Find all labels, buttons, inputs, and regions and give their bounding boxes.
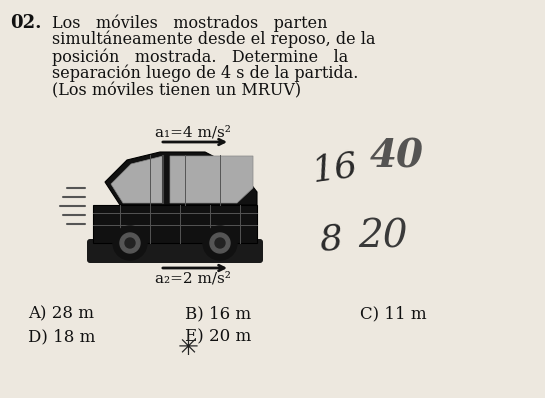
Text: E) 20 m: E) 20 m bbox=[185, 328, 251, 345]
Text: simultáneamente desde el reposo, de la: simultáneamente desde el reposo, de la bbox=[52, 31, 376, 49]
Circle shape bbox=[210, 233, 230, 253]
Polygon shape bbox=[105, 152, 257, 205]
Circle shape bbox=[215, 238, 225, 248]
Circle shape bbox=[120, 233, 140, 253]
Text: 20: 20 bbox=[358, 218, 408, 255]
Text: ✳: ✳ bbox=[178, 336, 199, 360]
Text: 02.: 02. bbox=[10, 14, 41, 32]
Text: (Los móviles tienen un MRUV): (Los móviles tienen un MRUV) bbox=[52, 82, 301, 99]
Text: A) 28 m: A) 28 m bbox=[28, 305, 94, 322]
Text: separación luego de 4 s de la partida.: separación luego de 4 s de la partida. bbox=[52, 65, 359, 82]
Circle shape bbox=[113, 226, 147, 260]
Polygon shape bbox=[111, 156, 163, 203]
Text: posición   mostrada.   Determine   la: posición mostrada. Determine la bbox=[52, 48, 348, 66]
FancyBboxPatch shape bbox=[87, 239, 263, 263]
Text: 8: 8 bbox=[318, 222, 344, 258]
Text: B) 16 m: B) 16 m bbox=[185, 305, 251, 322]
Text: a₂=2 m/s²: a₂=2 m/s² bbox=[155, 272, 231, 286]
Text: C) 11 m: C) 11 m bbox=[360, 305, 427, 322]
Text: a₁=4 m/s²: a₁=4 m/s² bbox=[155, 126, 231, 140]
Circle shape bbox=[125, 238, 135, 248]
Text: 40: 40 bbox=[370, 138, 424, 176]
Polygon shape bbox=[170, 156, 253, 203]
Circle shape bbox=[203, 226, 237, 260]
Text: 16: 16 bbox=[310, 148, 360, 188]
Text: D) 18 m: D) 18 m bbox=[28, 328, 95, 345]
Bar bbox=[93, 205, 257, 243]
Text: Los   móviles   mostrados   parten: Los móviles mostrados parten bbox=[52, 14, 328, 31]
